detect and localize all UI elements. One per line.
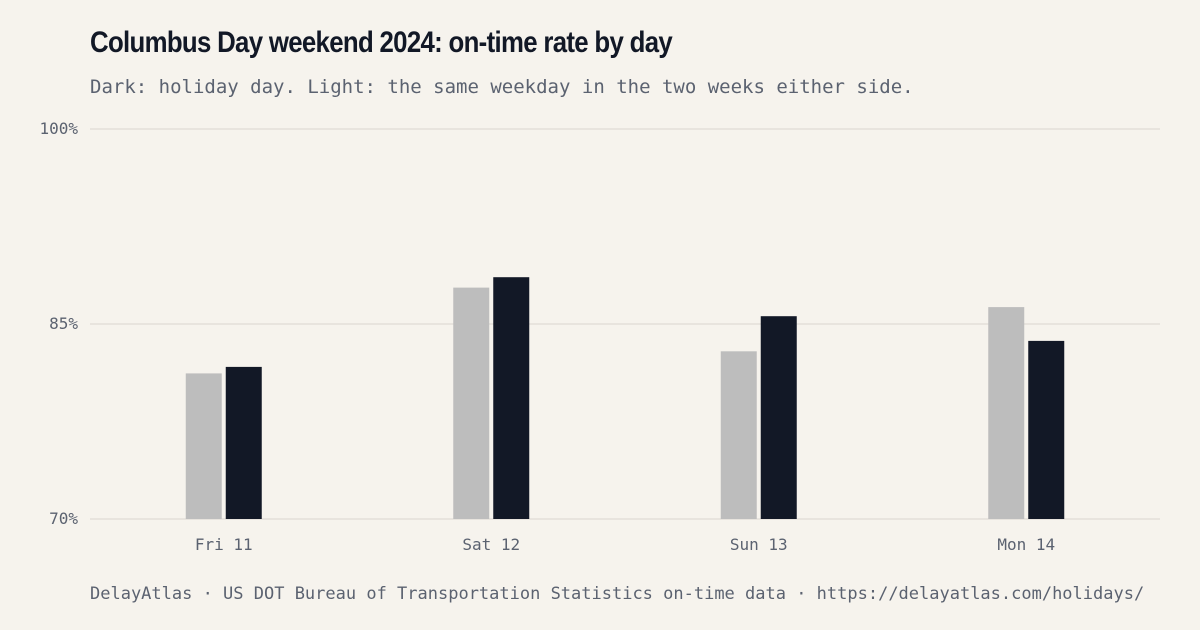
bar-comparison-mon-14 (988, 307, 1025, 519)
bar-comparison-sun-13 (720, 351, 757, 519)
source-footer: DelayAtlas · US DOT Bureau of Transporta… (90, 584, 1145, 604)
x-axis-tick-labels: Fri 11 Sat 12 Sun 13 Mon 14 (195, 535, 1055, 554)
x-tick-label: Mon 14 (997, 535, 1055, 554)
x-tick-label: Sat 12 (462, 535, 520, 554)
x-tick-label: Fri 11 (195, 535, 253, 554)
bar-holiday-sat-12 (493, 277, 530, 519)
y-tick-label: 70% (49, 509, 78, 528)
y-tick-label: 100% (39, 119, 78, 138)
x-tick-label: Sun 13 (730, 535, 788, 554)
bar-comparison-sat-12 (453, 287, 490, 519)
bar-holiday-fri-11 (225, 366, 262, 519)
bars (185, 277, 1065, 519)
bar-holiday-sun-13 (760, 316, 797, 519)
chart-title: Columbus Day weekend 2024: on-time rate … (90, 26, 673, 59)
chart-subtitle: Dark: holiday day. Light: the same weekd… (90, 76, 914, 98)
bar-holiday-mon-14 (1028, 340, 1065, 519)
y-tick-label: 85% (49, 314, 78, 333)
y-axis-tick-labels: 100% 85% 70% (39, 119, 78, 528)
bar-comparison-fri-11 (185, 373, 222, 519)
gridlines (90, 128, 1160, 520)
